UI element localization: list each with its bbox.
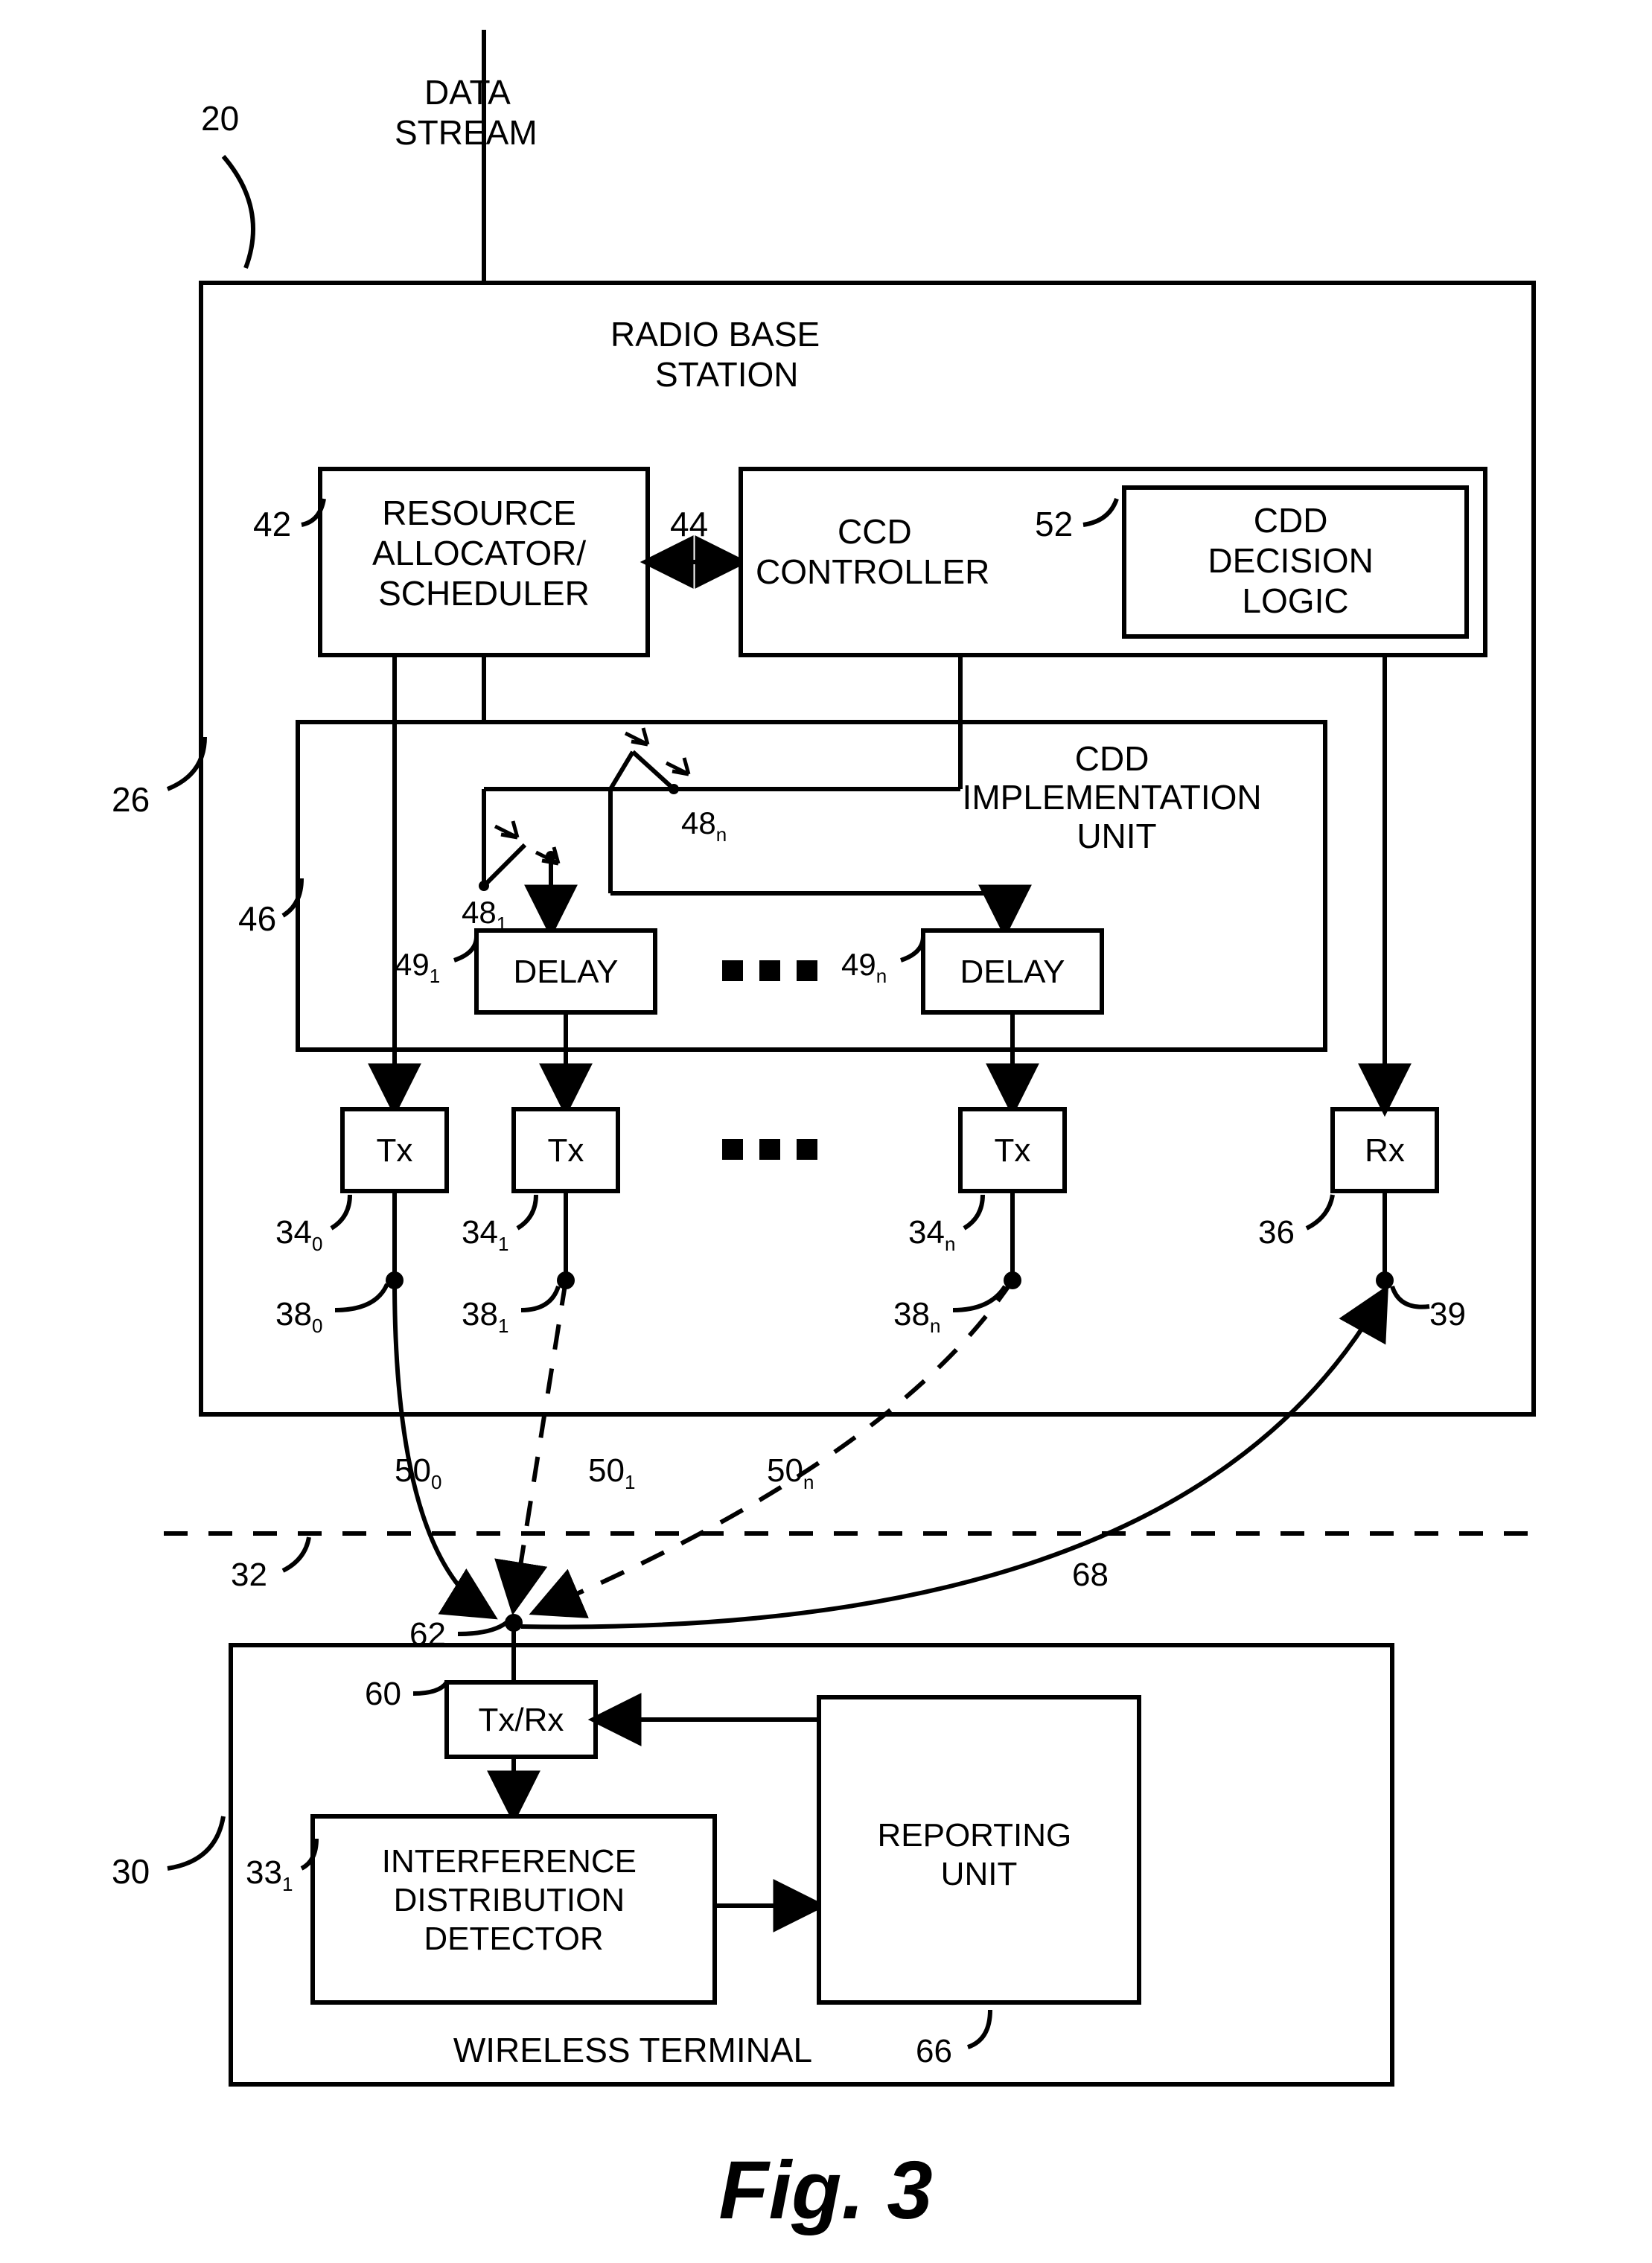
block-diagram: DATA STREAM 20 40 RADIO BASE STATION 26 … <box>0 0 1652 2263</box>
ref-60: 60 <box>365 1676 401 1712</box>
ref-500: 500 <box>395 1452 441 1493</box>
ref-50n: 50n <box>767 1452 814 1493</box>
ellipsis-delays <box>722 960 817 981</box>
ref-39: 39 <box>1429 1296 1466 1332</box>
ref-32: 32 <box>231 1557 267 1593</box>
delay-n-label: DELAY <box>960 954 1065 990</box>
figure-label: Fig. 3 <box>718 2145 932 2236</box>
ellipsis-tx <box>722 1139 817 1160</box>
rx-label: Rx <box>1365 1132 1405 1169</box>
ref-501: 501 <box>588 1452 635 1493</box>
ref-62: 62 <box>409 1616 446 1653</box>
cdd-impl-unit-block <box>298 722 1325 1050</box>
ref-20: 20 <box>201 99 239 138</box>
ref-30: 30 <box>112 1852 150 1891</box>
ref-52: 52 <box>1035 505 1073 543</box>
txrx-label: Tx/Rx <box>479 1702 564 1738</box>
data-stream-label: DATA STREAM <box>395 73 538 152</box>
ref-36: 36 <box>1258 1214 1295 1251</box>
ref-68: 68 <box>1072 1557 1109 1593</box>
resource-allocator-label: RESOURCE ALLOCATOR/ SCHEDULER <box>372 494 596 613</box>
wireless-terminal-label: WIRELESS TERMINAL <box>453 2031 812 2069</box>
ref-66: 66 <box>916 2033 952 2069</box>
delay-1-label: DELAY <box>513 954 618 990</box>
tx-1-label: Tx <box>548 1132 584 1169</box>
ref-44: 44 <box>670 505 708 543</box>
tx-n-label: Tx <box>995 1132 1031 1169</box>
ref-26: 26 <box>112 780 150 819</box>
tx-0-label: Tx <box>377 1132 413 1169</box>
ref-46: 46 <box>238 899 276 938</box>
ref-42: 42 <box>253 505 291 543</box>
